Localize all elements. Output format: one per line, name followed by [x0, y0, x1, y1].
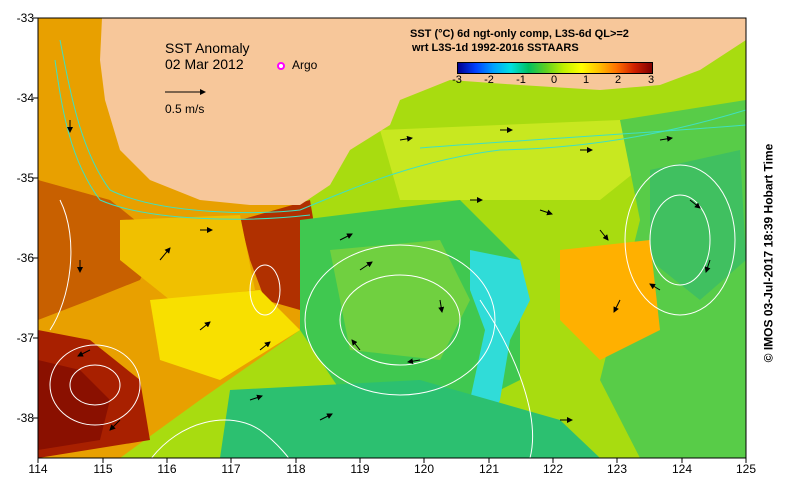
colorbar	[457, 62, 653, 74]
map-title: SST Anomaly	[165, 40, 250, 56]
argo-label: Argo	[292, 58, 318, 72]
colorbar-tick: -1	[516, 74, 526, 86]
y-tick-label: -37	[16, 331, 34, 345]
legend-title-line-2: wrt L3S-1d 1992-2016 SSTAARS	[412, 42, 579, 54]
map-title-block: SST Anomaly 02 Mar 2012	[165, 40, 250, 72]
x-tick-label: 118	[286, 462, 306, 476]
credit-note: © IMOS 03-Jul-2017 18:39 Hobart Time	[761, 143, 776, 363]
y-tick-label: -33	[16, 11, 34, 25]
y-tick-label: -36	[16, 251, 34, 265]
map-date: 02 Mar 2012	[165, 56, 244, 72]
colorbar-tick: -2	[484, 74, 494, 86]
colorbar-tick: -3	[452, 74, 462, 86]
x-tick-label: 124	[671, 462, 693, 476]
argo-legend: Argo	[278, 58, 317, 72]
y-tick-label: -35	[16, 171, 34, 185]
x-tick-label: 115	[93, 462, 113, 476]
legend-title-line-1: SST (°C) 6d ngt-only comp, L3S-6d QL>=2	[410, 28, 629, 40]
x-tick-label: 116	[157, 462, 177, 476]
colorbar-tick: 2	[614, 74, 622, 86]
x-tick-label: 122	[542, 462, 564, 476]
x-tick-label: 117	[221, 462, 241, 476]
x-tick-label: 119	[350, 462, 370, 476]
colorbar-tick: 3	[647, 74, 655, 86]
x-tick-label: 121	[478, 462, 500, 476]
x-tick-label: 125	[735, 462, 757, 476]
x-tick-label: 120	[413, 462, 435, 476]
y-tick-label: -34	[16, 91, 34, 105]
x-tick-label: 114	[28, 462, 48, 476]
colorbar-tick: 0	[550, 74, 558, 86]
x-tick-label: 123	[606, 462, 628, 476]
colorbar-tick: 1	[582, 74, 590, 86]
sst-field	[38, 18, 746, 458]
legend-title: SST (°C) 6d ngt-only comp, L3S-6d QL>=2 …	[410, 27, 629, 55]
y-tick-label: -38	[16, 411, 34, 425]
velocity-key-label: 0.5 m/s	[165, 102, 205, 116]
